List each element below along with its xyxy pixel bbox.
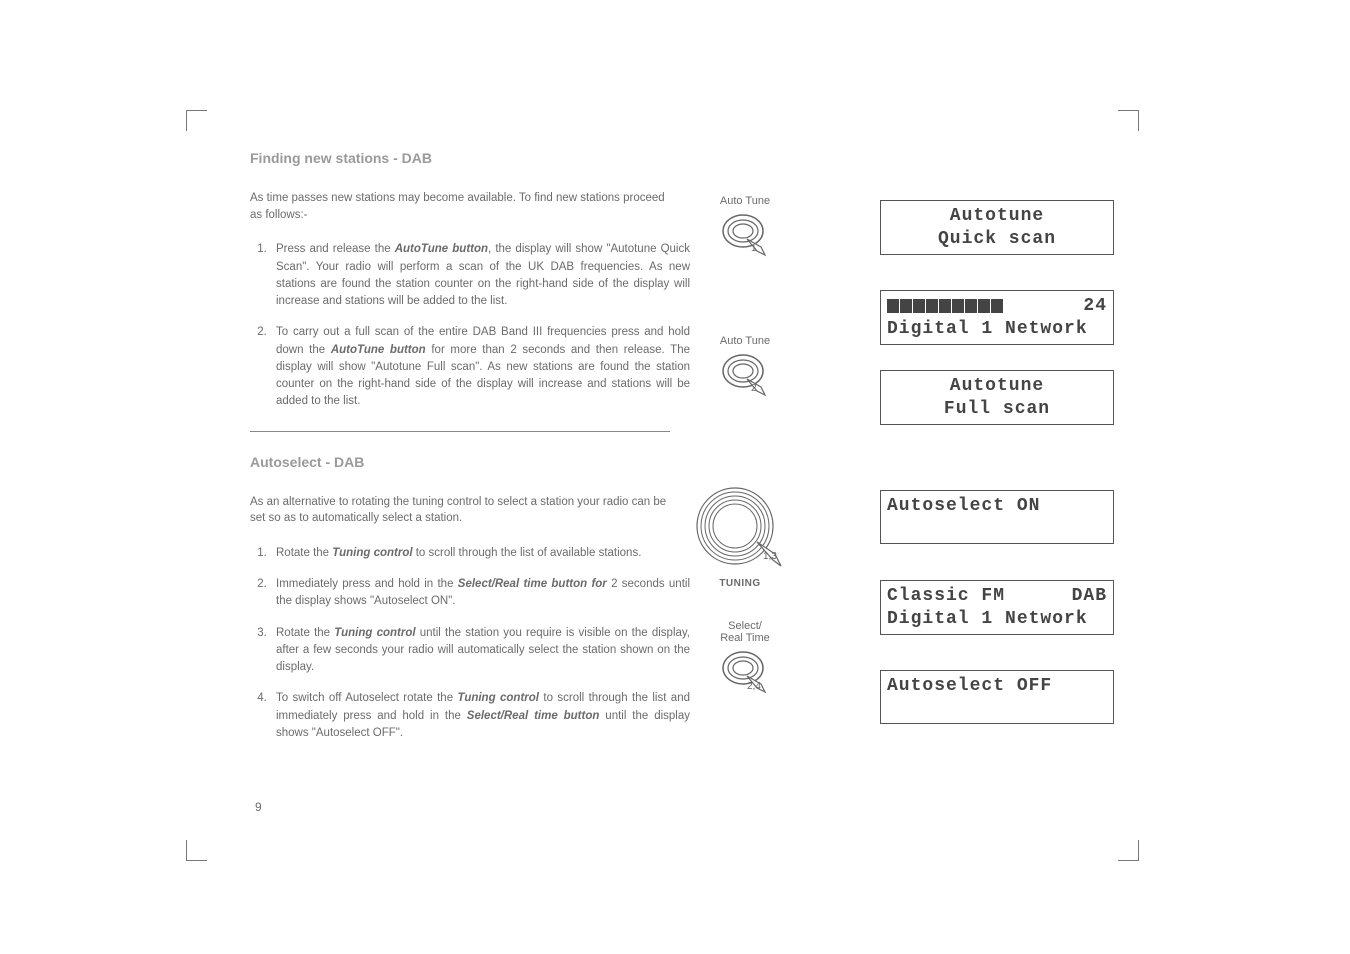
- keyword: Select/Real time button: [467, 710, 600, 722]
- lcd-line: 24: [887, 295, 1107, 318]
- icon-number: 2: [751, 383, 757, 394]
- step-text: To switch off Autoselect rotate the: [276, 692, 458, 704]
- button-press-icon: 1: [717, 211, 773, 257]
- step-item: Rotate the Tuning control until the stat…: [270, 625, 690, 677]
- section-heading: Autoselect - DAB: [250, 454, 1110, 470]
- select-realtime-icon: Select/ Real Time 2,4: [700, 620, 790, 694]
- button-press-icon: 2,4: [717, 648, 773, 694]
- icon-label: Real Time: [700, 632, 790, 644]
- station-name: Classic FM: [887, 585, 1005, 608]
- lcd-line: Autotune: [887, 375, 1107, 398]
- icon-number: 1: [751, 243, 757, 254]
- step-text: to scroll through the list of available …: [413, 547, 642, 559]
- keyword: AutoTune button: [331, 344, 426, 356]
- lcd-line: Digital 1 Network: [887, 608, 1107, 631]
- autotune-icon: Auto Tune 2: [700, 335, 790, 397]
- keyword: Tuning control: [334, 627, 415, 639]
- lcd-display: 24 Digital 1 Network: [880, 290, 1114, 345]
- icon-label: Select/: [700, 620, 790, 632]
- autotune-icon: Auto Tune 1: [700, 195, 790, 257]
- step-item: Press and release the AutoTune button, t…: [270, 241, 690, 310]
- crop-mark: [1118, 840, 1139, 861]
- icon-label: TUNING: [680, 578, 800, 589]
- steps-list: Rotate the Tuning control to scroll thro…: [250, 545, 690, 742]
- keyword: AutoTune button: [395, 243, 488, 255]
- lcd-line: Autotune: [887, 205, 1107, 228]
- icon-number: 1,3: [763, 551, 777, 562]
- lcd-display: Autoselect ON: [880, 490, 1114, 544]
- icon-label: Auto Tune: [700, 195, 790, 207]
- icon-number: 2,4: [747, 681, 761, 692]
- page-number: 9: [255, 800, 262, 814]
- section-divider: [250, 431, 670, 432]
- step-item: Immediately press and hold in the Select…: [270, 576, 690, 611]
- lcd-line: Full scan: [887, 398, 1107, 421]
- intro-text: As time passes new stations may become a…: [250, 190, 670, 223]
- step-item: To carry out a full scan of the entire D…: [270, 324, 690, 410]
- keyword: Tuning control: [332, 547, 412, 559]
- keyword: Select/Real time button for: [458, 578, 607, 590]
- lcd-display: Classic FM DAB Digital 1 Network: [880, 580, 1114, 635]
- icon-label: Auto Tune: [700, 335, 790, 347]
- signal-bars-icon: [887, 299, 1003, 313]
- step-text: Rotate the: [276, 547, 332, 559]
- knob-icon: 1,3: [685, 484, 795, 574]
- button-press-icon: 2: [717, 351, 773, 397]
- lcd-display: Autoselect OFF: [880, 670, 1114, 724]
- lcd-line: Autoselect OFF: [887, 675, 1107, 698]
- step-item: Rotate the Tuning control to scroll thro…: [270, 545, 690, 562]
- section-heading: Finding new stations - DAB: [250, 150, 1110, 166]
- station-count: 24: [1083, 295, 1107, 318]
- crop-mark: [186, 110, 207, 131]
- step-item: To switch off Autoselect rotate the Tuni…: [270, 690, 690, 742]
- page-content: Finding new stations - DAB As time passe…: [250, 150, 1110, 762]
- crop-mark: [1118, 110, 1139, 131]
- lcd-display: Autotune Full scan: [880, 370, 1114, 425]
- crop-mark: [186, 840, 207, 861]
- steps-list: Press and release the AutoTune button, t…: [250, 241, 690, 410]
- step-text: Rotate the: [276, 627, 334, 639]
- lcd-line: Quick scan: [887, 228, 1107, 251]
- band-label: DAB: [1072, 585, 1107, 608]
- keyword: Tuning control: [458, 692, 539, 704]
- lcd-line: Classic FM DAB: [887, 585, 1107, 608]
- step-text: Press and release the: [276, 243, 395, 255]
- lcd-line: Autoselect ON: [887, 495, 1107, 518]
- lcd-line: Digital 1 Network: [887, 318, 1107, 341]
- intro-text: As an alternative to rotating the tuning…: [250, 494, 670, 527]
- lcd-display: Autotune Quick scan: [880, 200, 1114, 255]
- step-text: Immediately press and hold in the: [276, 578, 458, 590]
- tuning-knob-icon: 1,3 TUNING: [680, 480, 800, 589]
